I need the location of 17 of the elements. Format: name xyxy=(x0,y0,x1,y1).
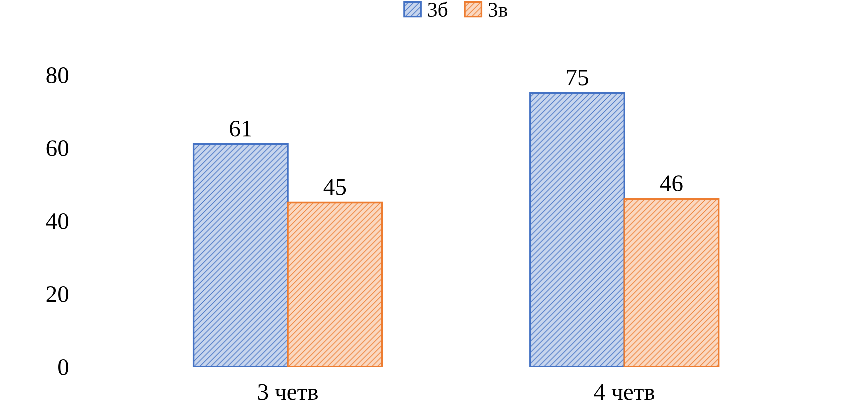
y-tick-label: 40 xyxy=(46,214,69,230)
y-tick-label: 80 xyxy=(46,68,69,84)
data-label: 45 xyxy=(324,179,346,196)
x-tick-label: 4 четв xyxy=(594,384,655,400)
y-tick-label: 60 xyxy=(46,140,69,156)
bar xyxy=(192,144,289,367)
bar xyxy=(530,92,626,367)
data-label: 75 xyxy=(567,70,588,86)
y-tick-label: 0 xyxy=(58,359,69,376)
y-tick-label: 20 xyxy=(46,286,69,302)
x-tick-label: 3 четв xyxy=(258,384,318,400)
bar xyxy=(624,198,720,367)
legend-label: 3в xyxy=(488,3,508,18)
data-label: 46 xyxy=(660,176,683,192)
bar xyxy=(287,202,384,367)
data-label: 61 xyxy=(230,120,252,137)
legend-label: 3б xyxy=(428,2,448,18)
